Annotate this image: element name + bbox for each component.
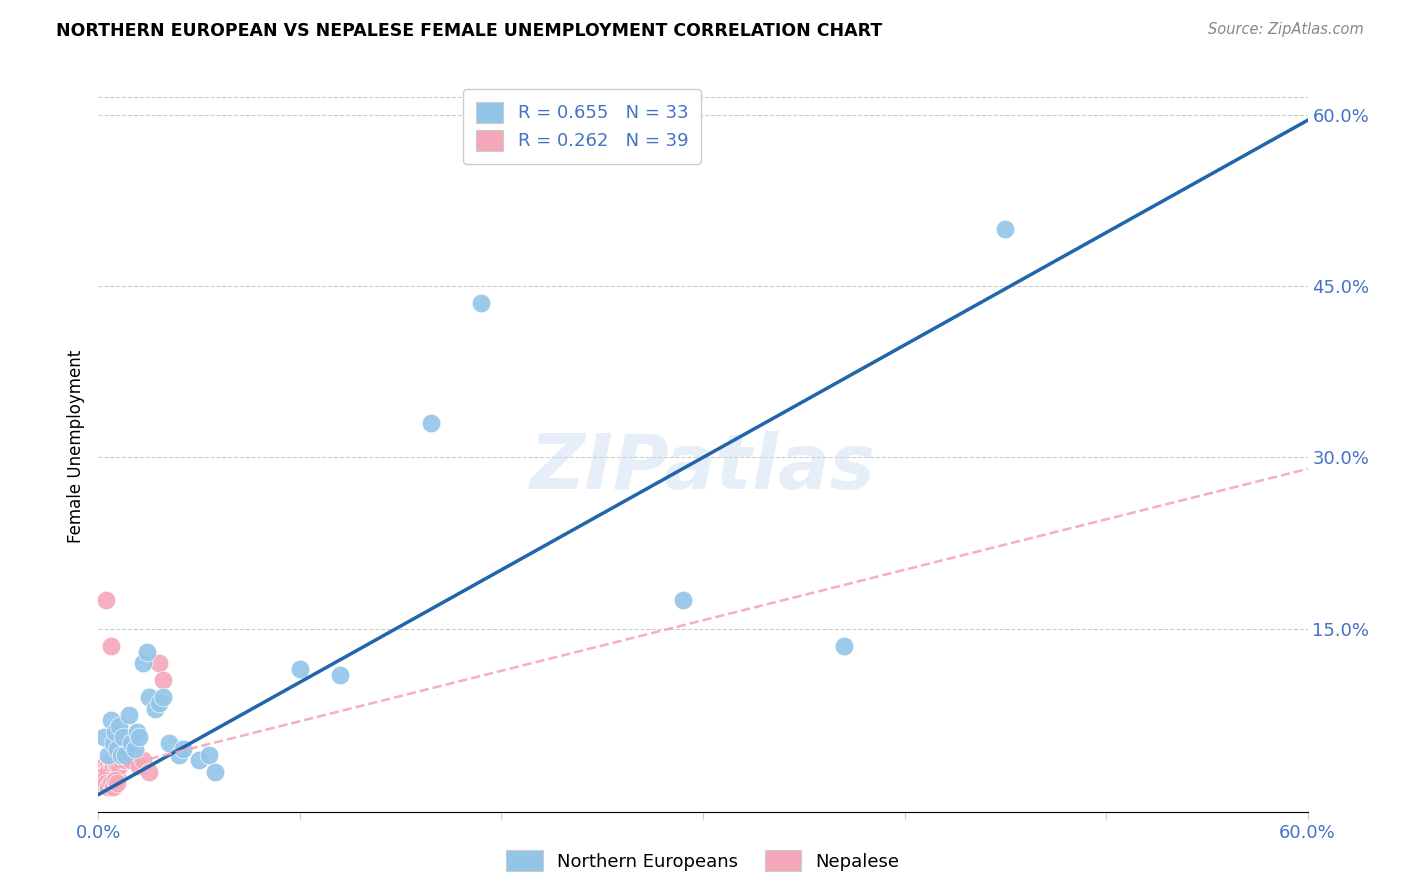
Point xyxy=(167,747,190,762)
Point xyxy=(93,731,115,745)
Point xyxy=(198,747,221,762)
Point xyxy=(96,776,118,790)
Point xyxy=(288,662,311,676)
Point xyxy=(132,656,155,670)
Point xyxy=(118,742,141,756)
Point xyxy=(138,690,160,705)
Point xyxy=(93,772,115,787)
Y-axis label: Female Unemployment: Female Unemployment xyxy=(66,350,84,542)
Point xyxy=(96,771,118,785)
Text: NORTHERN EUROPEAN VS NEPALESE FEMALE UNEMPLOYMENT CORRELATION CHART: NORTHERN EUROPEAN VS NEPALESE FEMALE UNE… xyxy=(56,22,883,40)
Point xyxy=(93,759,115,773)
Point xyxy=(97,780,120,794)
Point xyxy=(204,764,226,779)
Point xyxy=(103,724,125,739)
Point xyxy=(101,736,124,750)
Legend: R = 0.655   N = 33, R = 0.262   N = 39: R = 0.655 N = 33, R = 0.262 N = 39 xyxy=(464,89,700,163)
Point xyxy=(470,296,492,310)
Point xyxy=(672,593,695,607)
Point xyxy=(157,736,180,750)
Point xyxy=(97,747,120,762)
Point xyxy=(148,656,170,670)
Point xyxy=(105,776,128,790)
Point xyxy=(101,771,124,785)
Point xyxy=(96,764,118,779)
Point xyxy=(420,416,443,430)
Point xyxy=(107,719,129,733)
Point xyxy=(124,742,146,756)
Point xyxy=(143,702,166,716)
Point xyxy=(128,759,150,773)
Point xyxy=(114,753,136,767)
Point xyxy=(148,696,170,710)
Point xyxy=(97,764,120,779)
Point xyxy=(120,753,142,767)
Point xyxy=(101,759,124,773)
Point xyxy=(103,753,125,767)
Point xyxy=(172,742,194,756)
Point xyxy=(118,707,141,722)
Point xyxy=(110,753,132,767)
Point xyxy=(114,747,136,762)
Text: Source: ZipAtlas.com: Source: ZipAtlas.com xyxy=(1208,22,1364,37)
Point xyxy=(105,771,128,785)
Point xyxy=(329,667,352,681)
Point xyxy=(132,753,155,767)
Point xyxy=(135,645,157,659)
Point xyxy=(103,764,125,779)
Point xyxy=(115,747,138,762)
Text: ZIPatlas: ZIPatlas xyxy=(530,431,876,505)
Point xyxy=(91,764,114,779)
Point xyxy=(103,772,125,787)
Point xyxy=(107,759,129,773)
Point xyxy=(111,731,134,745)
Point xyxy=(107,747,129,762)
Point xyxy=(100,639,122,653)
Point xyxy=(100,764,122,779)
Point xyxy=(96,593,118,607)
Point xyxy=(138,764,160,779)
Point xyxy=(832,639,855,653)
Point xyxy=(105,742,128,756)
Point xyxy=(994,222,1017,236)
Point xyxy=(188,753,211,767)
Point xyxy=(100,753,122,767)
Point xyxy=(121,747,143,762)
Point xyxy=(105,759,128,773)
Point xyxy=(101,780,124,794)
Point xyxy=(111,747,134,762)
Point xyxy=(91,776,114,790)
Point xyxy=(128,731,150,745)
Point xyxy=(120,736,142,750)
Point xyxy=(110,747,132,762)
Point xyxy=(152,673,174,688)
Point xyxy=(125,724,148,739)
Point xyxy=(152,690,174,705)
Point xyxy=(100,776,122,790)
Point xyxy=(100,714,122,728)
Point xyxy=(97,759,120,773)
Point xyxy=(93,771,115,785)
Legend: Northern Europeans, Nepalese: Northern Europeans, Nepalese xyxy=(499,843,907,879)
